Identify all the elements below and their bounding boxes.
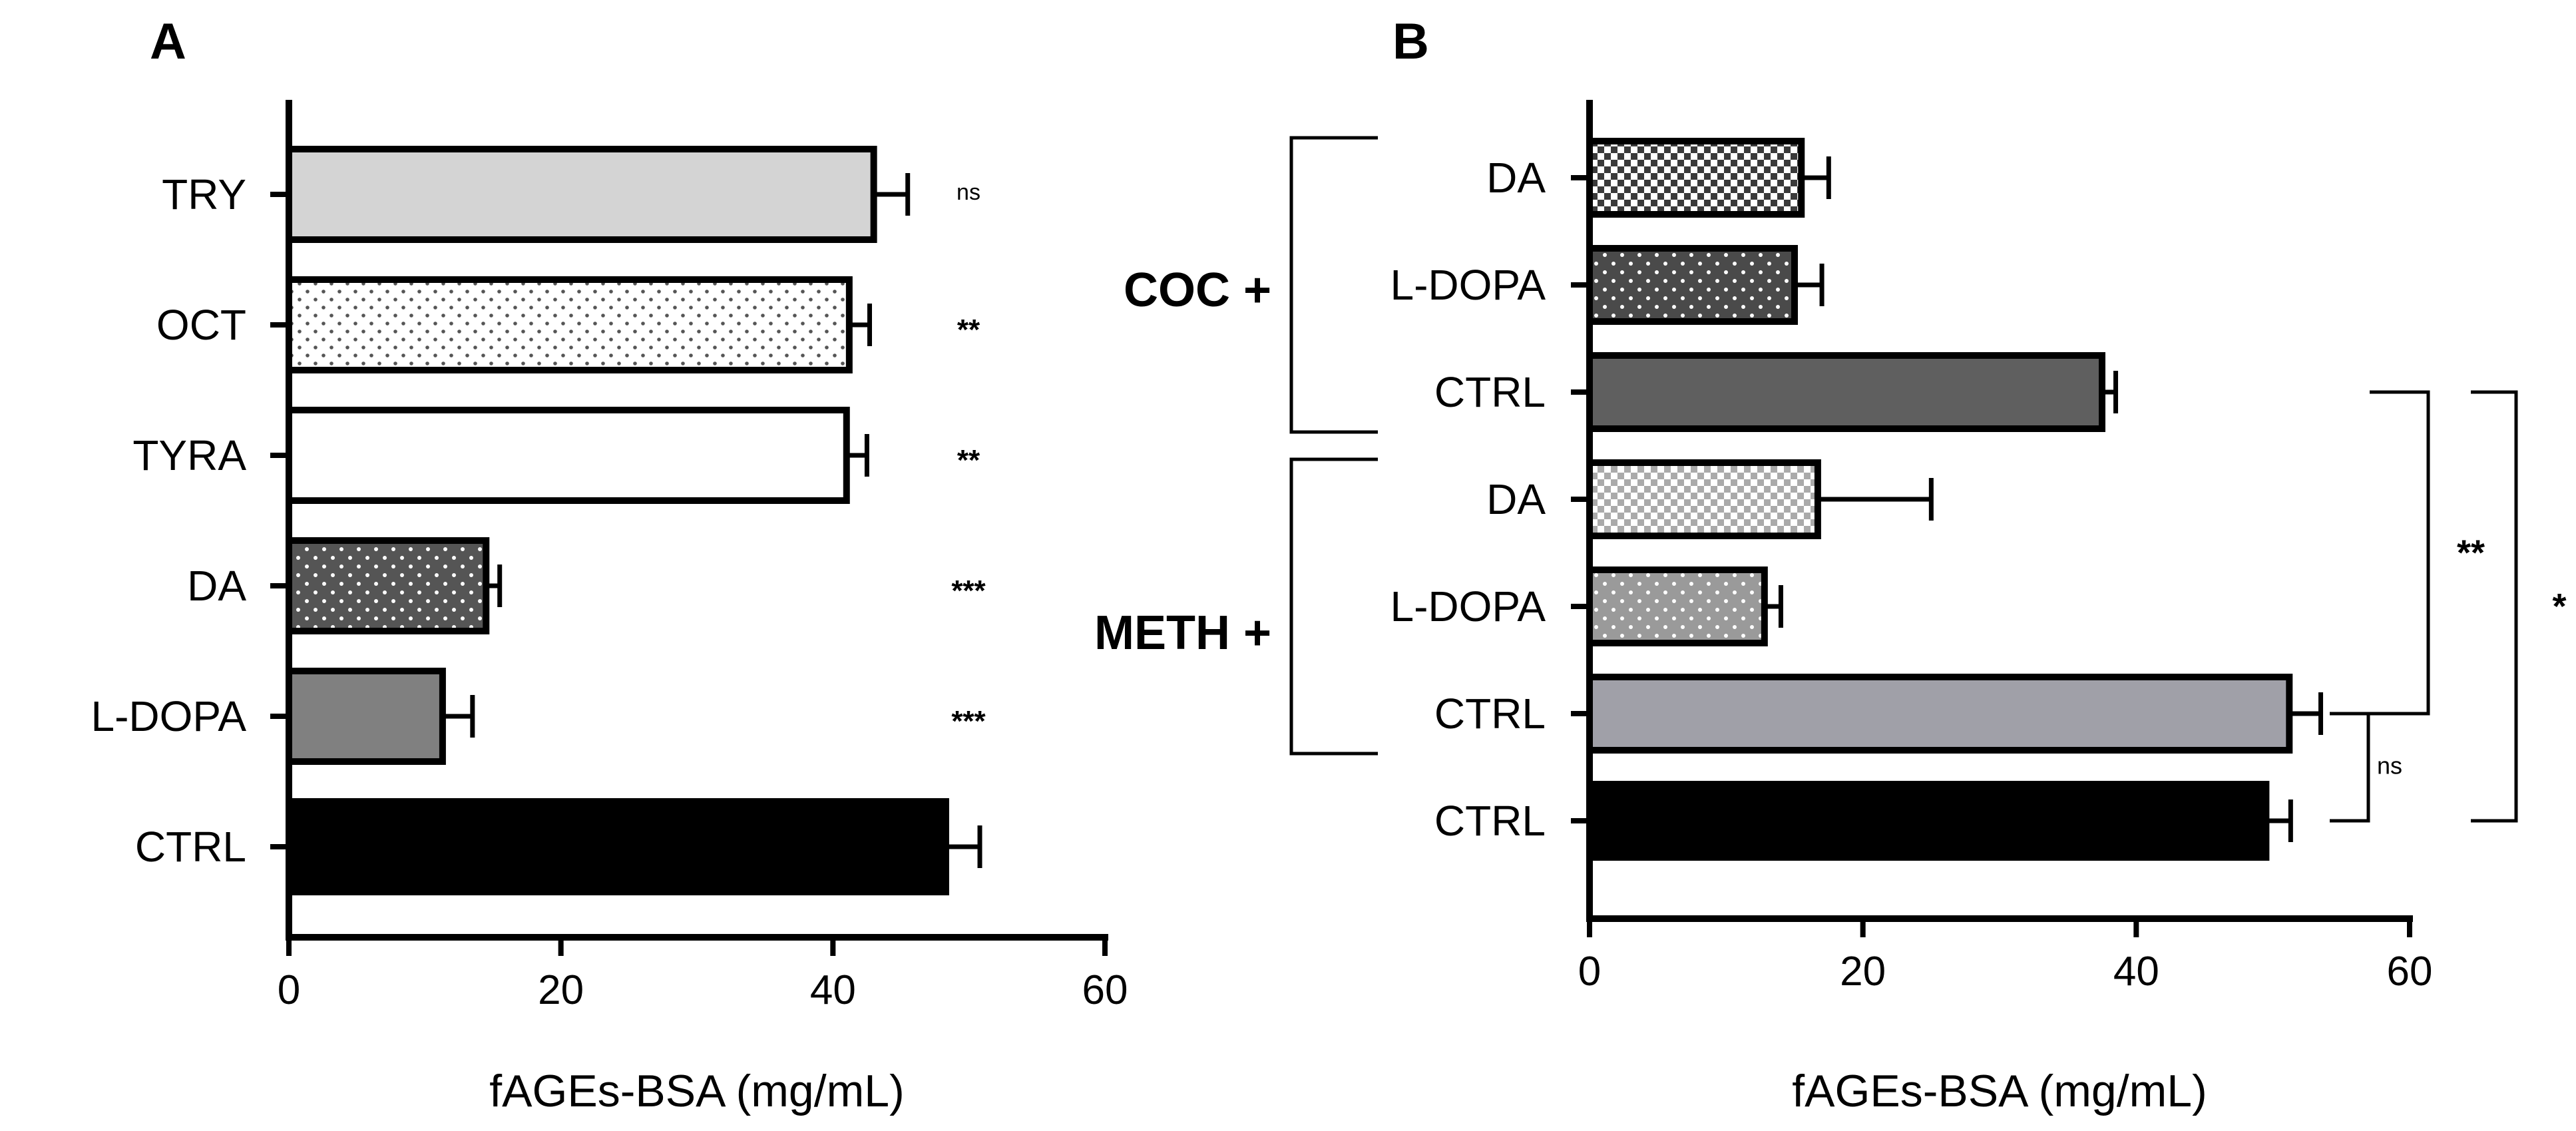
panel-a-significance-label: ns bbox=[957, 180, 980, 205]
panel-a-chart: 0 20 40 60 fAGEs-BSA (mg/mL) TRY ns OCT ** TYRA **… bbox=[91, 100, 1128, 1116]
panel-b-bar bbox=[1586, 245, 1798, 325]
panel-b-bar bbox=[1586, 566, 1768, 646]
panel-b-bar bbox=[1586, 138, 1805, 218]
panel-b-bar bbox=[1586, 352, 2105, 432]
panel-a-x-tick-label: 20 bbox=[538, 967, 584, 1013]
panel-b-x-tick-label: 60 bbox=[2387, 949, 2433, 995]
panel-b-category-label: CTRL bbox=[1434, 690, 1546, 738]
panel-b-x-tick-label: 40 bbox=[2113, 949, 2159, 995]
panel-b-x-tick-label: 20 bbox=[1840, 949, 1886, 995]
comparison-label: ns bbox=[2377, 752, 2402, 780]
panel-a-bar bbox=[286, 668, 446, 765]
comparison-label: ** bbox=[2457, 533, 2485, 573]
panel-b-bar bbox=[1586, 781, 2270, 861]
panel-a-category-label: CTRL bbox=[135, 823, 246, 871]
panel-a-category-label: TRY bbox=[162, 170, 246, 218]
panel-a-letter: A bbox=[150, 13, 186, 70]
group-label-coc: COC + bbox=[1124, 264, 1271, 317]
comparison-label: * bbox=[2552, 586, 2566, 626]
panel-b-category-label: DA bbox=[1486, 475, 1546, 523]
comparison-bracket bbox=[2370, 390, 2430, 716]
panel-b-category-label: L-DOPA bbox=[1390, 261, 1546, 309]
panel-a-bar bbox=[286, 798, 949, 895]
panel-a-x-axis-label: fAGEs-BSA (mg/mL) bbox=[489, 1066, 904, 1116]
panel-a-category-label: DA bbox=[187, 562, 246, 610]
panel-b-letter: B bbox=[1393, 13, 1429, 70]
panel-b-bar bbox=[1586, 459, 1821, 539]
panel-a-significance-label: *** bbox=[951, 574, 986, 607]
meth-group-bracket bbox=[1289, 457, 1378, 756]
panel-a-bar bbox=[286, 537, 490, 634]
panel-a-x-tick-label: 60 bbox=[1082, 967, 1128, 1013]
panel-a-bar bbox=[286, 146, 877, 243]
comparison-bracket bbox=[2471, 390, 2518, 823]
panel-a-significance-label: ** bbox=[957, 314, 980, 346]
panel-b-category-label: CTRL bbox=[1434, 368, 1546, 416]
panel-a-category-label: OCT bbox=[156, 301, 246, 349]
panel-a-bar bbox=[286, 276, 853, 373]
panel-b-category-label: L-DOPA bbox=[1390, 582, 1546, 630]
panel-a-category-label: L-DOPA bbox=[91, 692, 246, 740]
panel-a-x-tick-label: 0 bbox=[278, 967, 300, 1013]
panel-b-x-tick-label: 0 bbox=[1578, 949, 1601, 995]
panel-a-category-label: TYRA bbox=[132, 431, 246, 479]
panel-a-significance-label: ** bbox=[957, 444, 980, 477]
group-label-meth: METH + bbox=[1094, 606, 1271, 660]
panel-b-category-label: CTRL bbox=[1434, 797, 1546, 845]
panel-b-chart: 0 20 40 60 fAGEs-BSA (mg/mL) DA L-DOPA CTRL DA L-… bbox=[1289, 100, 2567, 1116]
panel-b-bar bbox=[1586, 674, 2293, 754]
panel-b-x-axis-label: fAGEs-BSA (mg/mL) bbox=[1792, 1066, 2207, 1116]
panel-a-significance-label: *** bbox=[951, 705, 986, 738]
comparison-bracket bbox=[2330, 712, 2370, 823]
panel-a-bar bbox=[286, 407, 850, 504]
panel-a-x-tick-label: 40 bbox=[810, 967, 856, 1013]
coc-group-bracket bbox=[1289, 136, 1378, 434]
panel-b-category-label: DA bbox=[1486, 154, 1546, 202]
